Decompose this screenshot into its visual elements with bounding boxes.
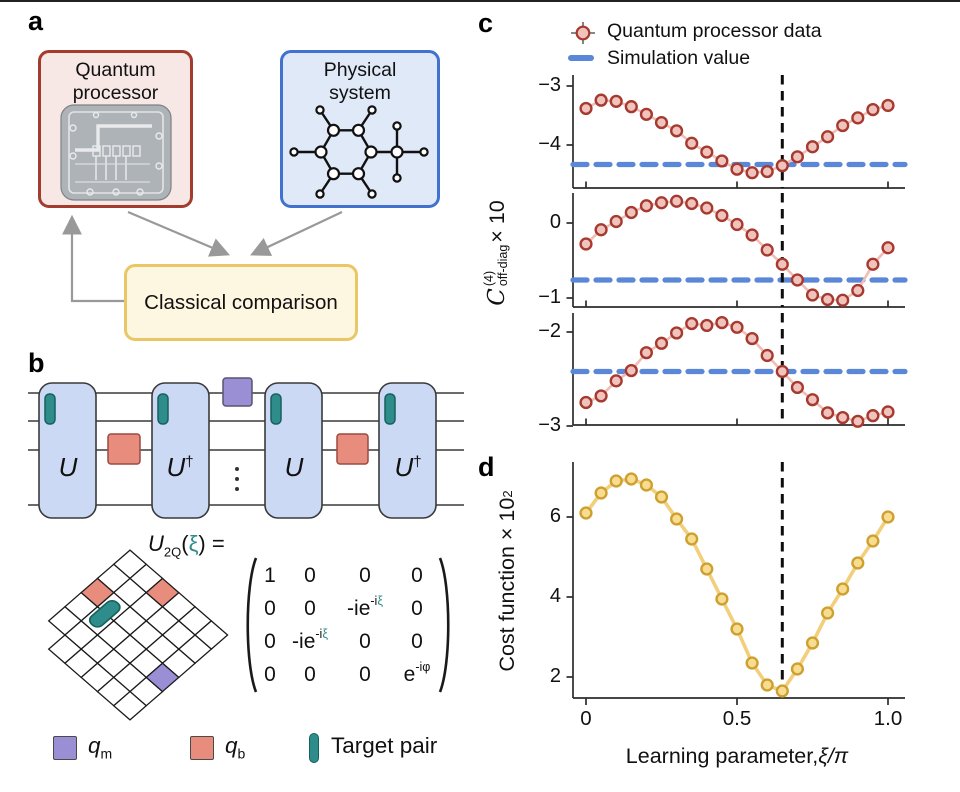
lattice-qb-cell-1 (145, 577, 180, 608)
c3-ytick-label: −3 (538, 414, 561, 436)
qm-legend-label: qm (88, 733, 113, 762)
lattice-qm-cell (145, 662, 180, 693)
panel-a-label: a (28, 6, 44, 36)
chart-c-subplot-2 (566, 193, 908, 308)
panel-c-y-axis-label: C (4) off-diag × 10 (482, 200, 510, 306)
physical-system-title: Physical system (323, 59, 397, 104)
quantum-data-legend-marker (571, 22, 595, 44)
figure-top-rule (0, 0, 960, 2)
c1-ytick-label: −4 (538, 133, 561, 155)
panel-c-label: c (478, 8, 494, 38)
panel-a-arrows (62, 210, 343, 303)
gate-label-u4: U† (394, 452, 422, 482)
chart-d (566, 462, 905, 705)
qm-gate (222, 377, 253, 407)
c2-ytick-label: 0 (549, 211, 561, 233)
unitary-matrix: 1 0 0 0 0 0 -ie -iξ 0 0 -ie -iξ 0 0 0 0 0 … (264, 563, 431, 686)
qubit-lattice (47, 549, 229, 721)
target-pair-markers (44, 393, 396, 425)
arrow-qp-to-cc (127, 210, 231, 257)
quantum-chip-image (60, 104, 172, 201)
d-ytick-label: 2 (549, 665, 561, 687)
simulation-legend-label: Simulation value (607, 47, 751, 69)
molecule-icon (289, 105, 429, 199)
simulation-legend-dash (568, 55, 594, 61)
qb-legend-swatch (190, 736, 214, 760)
d-xtick-label: 1.0 (873, 707, 903, 730)
matrix-left-paren (246, 557, 258, 693)
arrow-ps-to-cc (250, 211, 343, 256)
qb-legend-label: qb (225, 733, 246, 762)
panel-d-label: d (478, 452, 495, 482)
gate-label-u3: U (284, 452, 304, 482)
matrix-right-paren (438, 557, 450, 693)
circuit-ellipsis-dots (235, 467, 239, 491)
lattice-qb-cell-2 (80, 577, 115, 608)
classical-comparison-box: Classical comparison (124, 264, 358, 341)
lattice-grid-cells (47, 549, 229, 721)
panel-b-label: b (28, 348, 45, 378)
c2-ytick-label: −1 (538, 286, 561, 308)
d-ytick-label: 4 (549, 585, 561, 607)
quantum-circuit-diagram (28, 377, 464, 519)
x-axis-label: Learning parameter, ξ/π (625, 743, 849, 768)
matrix-equation-title: U2Q(ξ) = (148, 531, 225, 560)
d-ytick-label: 6 (549, 505, 561, 527)
c3-ytick-label: −2 (538, 320, 561, 342)
qb-gates (107, 433, 369, 465)
target-pair-legend-label: Target pair (331, 733, 438, 758)
target-pair-legend-swatch (309, 733, 319, 763)
d-xtick-label: 0.5 (722, 707, 752, 730)
qm-legend-swatch (53, 736, 77, 760)
c1-ytick-label: −3 (538, 74, 561, 96)
gate-label-u2: U† (166, 452, 194, 482)
d-xtick-label: 0 (580, 707, 592, 730)
gate-label-u1: U (58, 452, 78, 482)
chart-c-subplot-1 (566, 75, 908, 189)
arrow-cc-to-qp (62, 214, 124, 303)
lattice-target-pair-marker (88, 599, 121, 628)
classical-comparison-label: Classical comparison (144, 290, 338, 314)
chart-c-subplot-3 (566, 313, 908, 428)
quantum-data-legend-label: Quantum processor data (607, 20, 822, 42)
unitary-gate-blocks (38, 382, 437, 519)
quantum-processor-title: Quantum processor (72, 59, 159, 104)
